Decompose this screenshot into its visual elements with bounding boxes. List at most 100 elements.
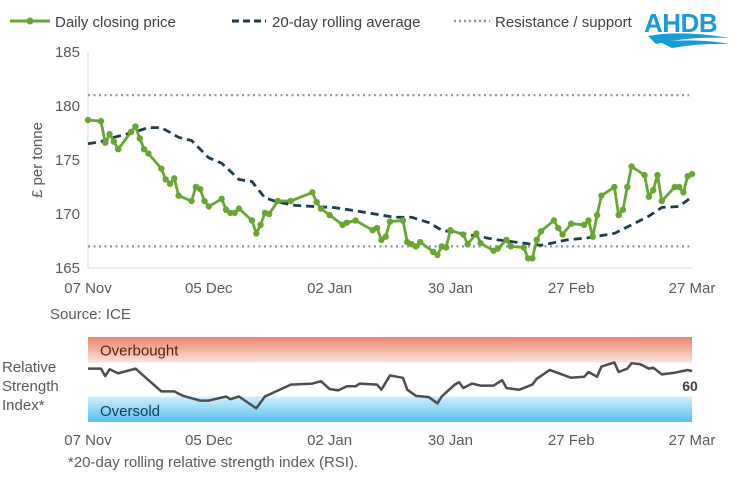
y-tick-label: 165 <box>55 260 80 277</box>
price-point <box>507 243 514 250</box>
price-point <box>654 171 661 179</box>
price-point <box>417 238 424 246</box>
price-point <box>645 193 653 200</box>
x-tick-label: 05 Dec <box>185 280 233 297</box>
legend-item-price: Daily closing price <box>10 14 176 31</box>
x-tick-label: 27 Mar <box>669 280 716 297</box>
rsi-last-value: 60 <box>682 378 698 394</box>
price-point <box>628 163 635 170</box>
price-point <box>352 217 359 224</box>
rsi-line <box>88 361 693 410</box>
rsi-x-tick-label: 05 Dec <box>185 432 233 449</box>
price-point <box>253 230 260 237</box>
price-point <box>568 220 575 227</box>
price-point <box>464 241 471 248</box>
rsi-x-tick-label: 30 Jan <box>428 432 473 449</box>
footnote: *20-day rolling relative strength index … <box>68 454 358 471</box>
legend-levels-label: Resistance / support <box>495 14 633 31</box>
price-point <box>110 138 118 145</box>
price-point <box>158 165 165 172</box>
rsi-x-tick-label: 02 Jan <box>307 432 352 449</box>
price-line <box>87 118 693 260</box>
price-point <box>649 187 657 194</box>
price-point <box>235 205 243 212</box>
rsi-x-tick-label: 27 Feb <box>548 432 595 449</box>
price-point <box>188 197 195 205</box>
price-point <box>166 180 174 187</box>
price-point <box>313 198 320 206</box>
price-point <box>460 231 467 238</box>
rsi-x-tick-label: 27 Mar <box>669 432 716 449</box>
price-point <box>680 189 687 196</box>
price-point <box>503 236 510 244</box>
price-point <box>688 170 696 178</box>
price-point <box>624 183 631 191</box>
price-point <box>641 171 648 179</box>
rsi-label-line2: Strength <box>2 378 59 395</box>
price-point <box>382 233 389 240</box>
oversold-label: Oversold <box>100 403 160 420</box>
price-point <box>140 146 148 153</box>
x-tick-label: 27 Feb <box>548 280 595 297</box>
source-note: Source: ICE <box>50 306 131 323</box>
rsi-label-line1: Relative <box>2 359 56 376</box>
price-point <box>580 221 588 228</box>
price-point <box>615 211 622 219</box>
price-point <box>442 244 450 251</box>
price-point <box>231 209 238 217</box>
price-point <box>175 192 182 199</box>
price-point <box>106 130 113 138</box>
price-point <box>201 197 208 205</box>
price-point <box>533 236 540 244</box>
y-tick-label: 170 <box>55 206 80 223</box>
price-point <box>675 183 683 191</box>
price-point <box>619 206 627 213</box>
y-tick-label: 185 <box>55 44 80 61</box>
price-point <box>412 243 420 250</box>
rsi-x-tick-label: 07 Nov <box>64 432 112 449</box>
price-point <box>477 239 484 247</box>
legend-price-label: Daily closing price <box>55 14 176 31</box>
price-point <box>309 189 316 196</box>
price-point <box>585 217 592 224</box>
x-tick-label: 07 Nov <box>64 280 112 297</box>
price-point <box>127 128 135 136</box>
price-point <box>162 176 169 183</box>
price-point <box>434 251 441 259</box>
price-point <box>598 192 605 199</box>
legend-item-average: 20-day rolling average <box>232 14 420 31</box>
average-line <box>87 126 693 247</box>
price-point <box>266 210 273 218</box>
price-point <box>326 211 333 219</box>
rsi-panel: Relative Strength Index* Overbought Over… <box>2 337 715 449</box>
price-point <box>343 219 351 226</box>
y-tick-label: 180 <box>55 98 80 115</box>
price-point <box>317 205 325 212</box>
price-point <box>386 218 394 225</box>
legend-average-label: 20-day rolling average <box>272 14 420 31</box>
price-point <box>287 197 294 205</box>
price-point <box>132 123 139 130</box>
y-axis-title: £ per tonne <box>29 122 46 198</box>
price-point <box>102 139 109 146</box>
price-point <box>529 255 536 262</box>
oversold-band <box>88 396 692 422</box>
price-point <box>537 228 545 235</box>
price-panel: £ per tonne 185 180 175 170 165 07 Nov 05 Dec… <box>29 44 715 297</box>
price-point <box>136 135 143 142</box>
ahdb-logo: AHDB <box>644 8 730 48</box>
price-point <box>473 230 480 237</box>
x-tick-label: 30 Jan <box>428 280 473 297</box>
legend: Daily closing price 20-day rolling avera… <box>10 14 633 31</box>
price-point <box>373 224 381 232</box>
overbought-band <box>88 337 692 363</box>
price-point <box>559 231 566 238</box>
price-point <box>611 183 618 191</box>
rsi-label-line3: Index* <box>2 397 45 414</box>
price-point <box>257 221 264 228</box>
price-point <box>593 211 601 219</box>
price-point <box>274 197 282 205</box>
price-point <box>218 195 225 203</box>
price-point <box>447 227 454 234</box>
